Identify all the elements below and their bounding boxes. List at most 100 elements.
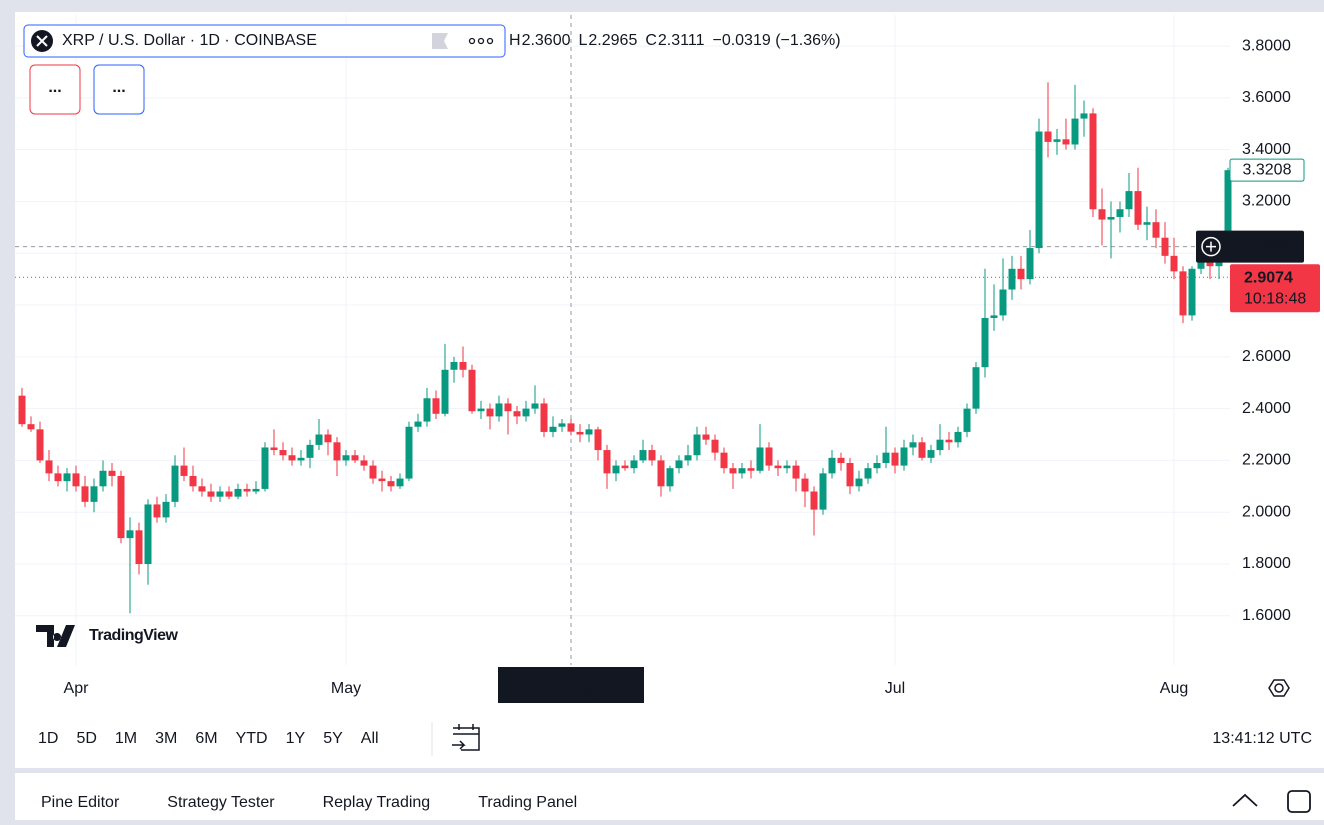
candle-body [765,447,773,466]
candle-body [315,434,323,445]
x-tick-label: Apr [64,680,90,697]
y-tick-label: 3.2000 [1242,193,1291,210]
y-tick-label: 1.8000 [1242,555,1291,572]
candle-body [783,465,791,469]
candle-body [405,426,413,479]
candle-body [144,504,152,565]
candle-body [801,478,809,492]
collapse-icon[interactable] [1232,793,1258,807]
flag-icon [432,33,448,49]
date-range-icon[interactable] [452,724,480,751]
candle-body [252,488,260,492]
range-button[interactable]: 5Y [323,730,343,747]
settings-icon[interactable] [1274,683,1284,693]
candle-body [1098,209,1106,220]
candle-body [270,447,278,451]
tab[interactable]: Replay Trading [323,794,431,811]
candle-body [936,439,944,451]
candle-body [36,429,44,461]
tab[interactable]: Strategy Tester [167,794,275,811]
candle-body [1080,113,1088,119]
indicator-button[interactable] [93,64,145,115]
candle-body [837,457,845,464]
candle-body [54,473,62,482]
candle-body [1044,131,1052,142]
candle-body [189,475,197,487]
candle-body [468,369,476,412]
candle-body [711,439,719,453]
legend-low: 2.2965 [588,32,637,49]
range-button[interactable]: All [361,730,379,747]
legend-high-label: H [509,32,521,49]
candle-body [1035,131,1043,249]
candle-body [747,468,755,471]
crosshair-date: Mon 26 May '25 [513,680,630,697]
legend-close-label: C [645,32,657,49]
countdown: 10:18:48 [1244,290,1306,307]
candle-body [225,491,233,497]
candle-body [1134,191,1142,225]
candle-body [504,403,512,412]
candle-body [99,470,107,487]
candle-body [1170,255,1178,272]
candle-body [306,444,314,458]
chart-pane [15,12,1324,710]
candle-body [477,408,485,412]
candle-body [594,429,602,451]
candle-body [162,501,170,518]
candle-body [396,478,404,487]
legend-close: 2.3111 [658,32,705,49]
range-button[interactable]: 1Y [286,730,306,747]
candle-body [531,403,539,409]
candle-body [495,403,503,417]
grid: 1.60001.80002.00002.20002.40002.60002.80… [15,15,1291,697]
range-button[interactable]: 3M [155,730,177,747]
candle-body [558,423,566,427]
candle-body [459,362,467,370]
range-button[interactable]: 5D [76,730,96,747]
indicator-button[interactable] [29,64,81,115]
candle-body [648,450,656,461]
crosshair-date-box [498,667,644,703]
plus-icon[interactable] [1201,236,1221,257]
candle-body [621,465,629,469]
candle-body [666,468,674,487]
candle-body [108,470,116,476]
range-button[interactable]: 1M [115,730,137,747]
range-button[interactable]: 1D [38,730,58,747]
maximize-icon[interactable] [1287,790,1311,813]
candle-body [153,504,161,518]
candle-body [612,465,620,474]
menu-dot[interactable] [468,37,476,45]
candle-body [450,362,458,370]
candle-body [675,460,683,469]
y-tick-label: 2.4000 [1242,400,1291,417]
candle-body [927,450,935,458]
tab[interactable]: Trading Panel [478,794,577,811]
candle-body [891,452,899,466]
candle-body [63,473,71,482]
candle-body [324,434,332,443]
candle-body [351,455,359,461]
candle-body [90,486,98,502]
range-button[interactable]: YTD [236,730,268,747]
menu-dot[interactable] [477,37,485,45]
candle-body [855,478,863,487]
x-tick-label: Jul [885,680,905,697]
tab[interactable]: Pine Editor [41,794,120,811]
range-button[interactable]: 6M [195,730,217,747]
candle-body [135,530,143,565]
range-bar [15,710,1324,768]
candle-body [297,457,305,461]
price-line-value: 2.9074 [1244,269,1293,286]
legend-high: 2.3600 [522,32,571,49]
candle-body [1125,191,1133,210]
candle-body [45,460,53,474]
candle-body [819,473,827,510]
menu-dot[interactable] [486,37,494,45]
candle-body [342,455,350,461]
candle-body [882,452,890,464]
overlay: 3.3208 3.0256 2.9074 10:18:48 Mon 26 May '25… [23,24,1320,813]
